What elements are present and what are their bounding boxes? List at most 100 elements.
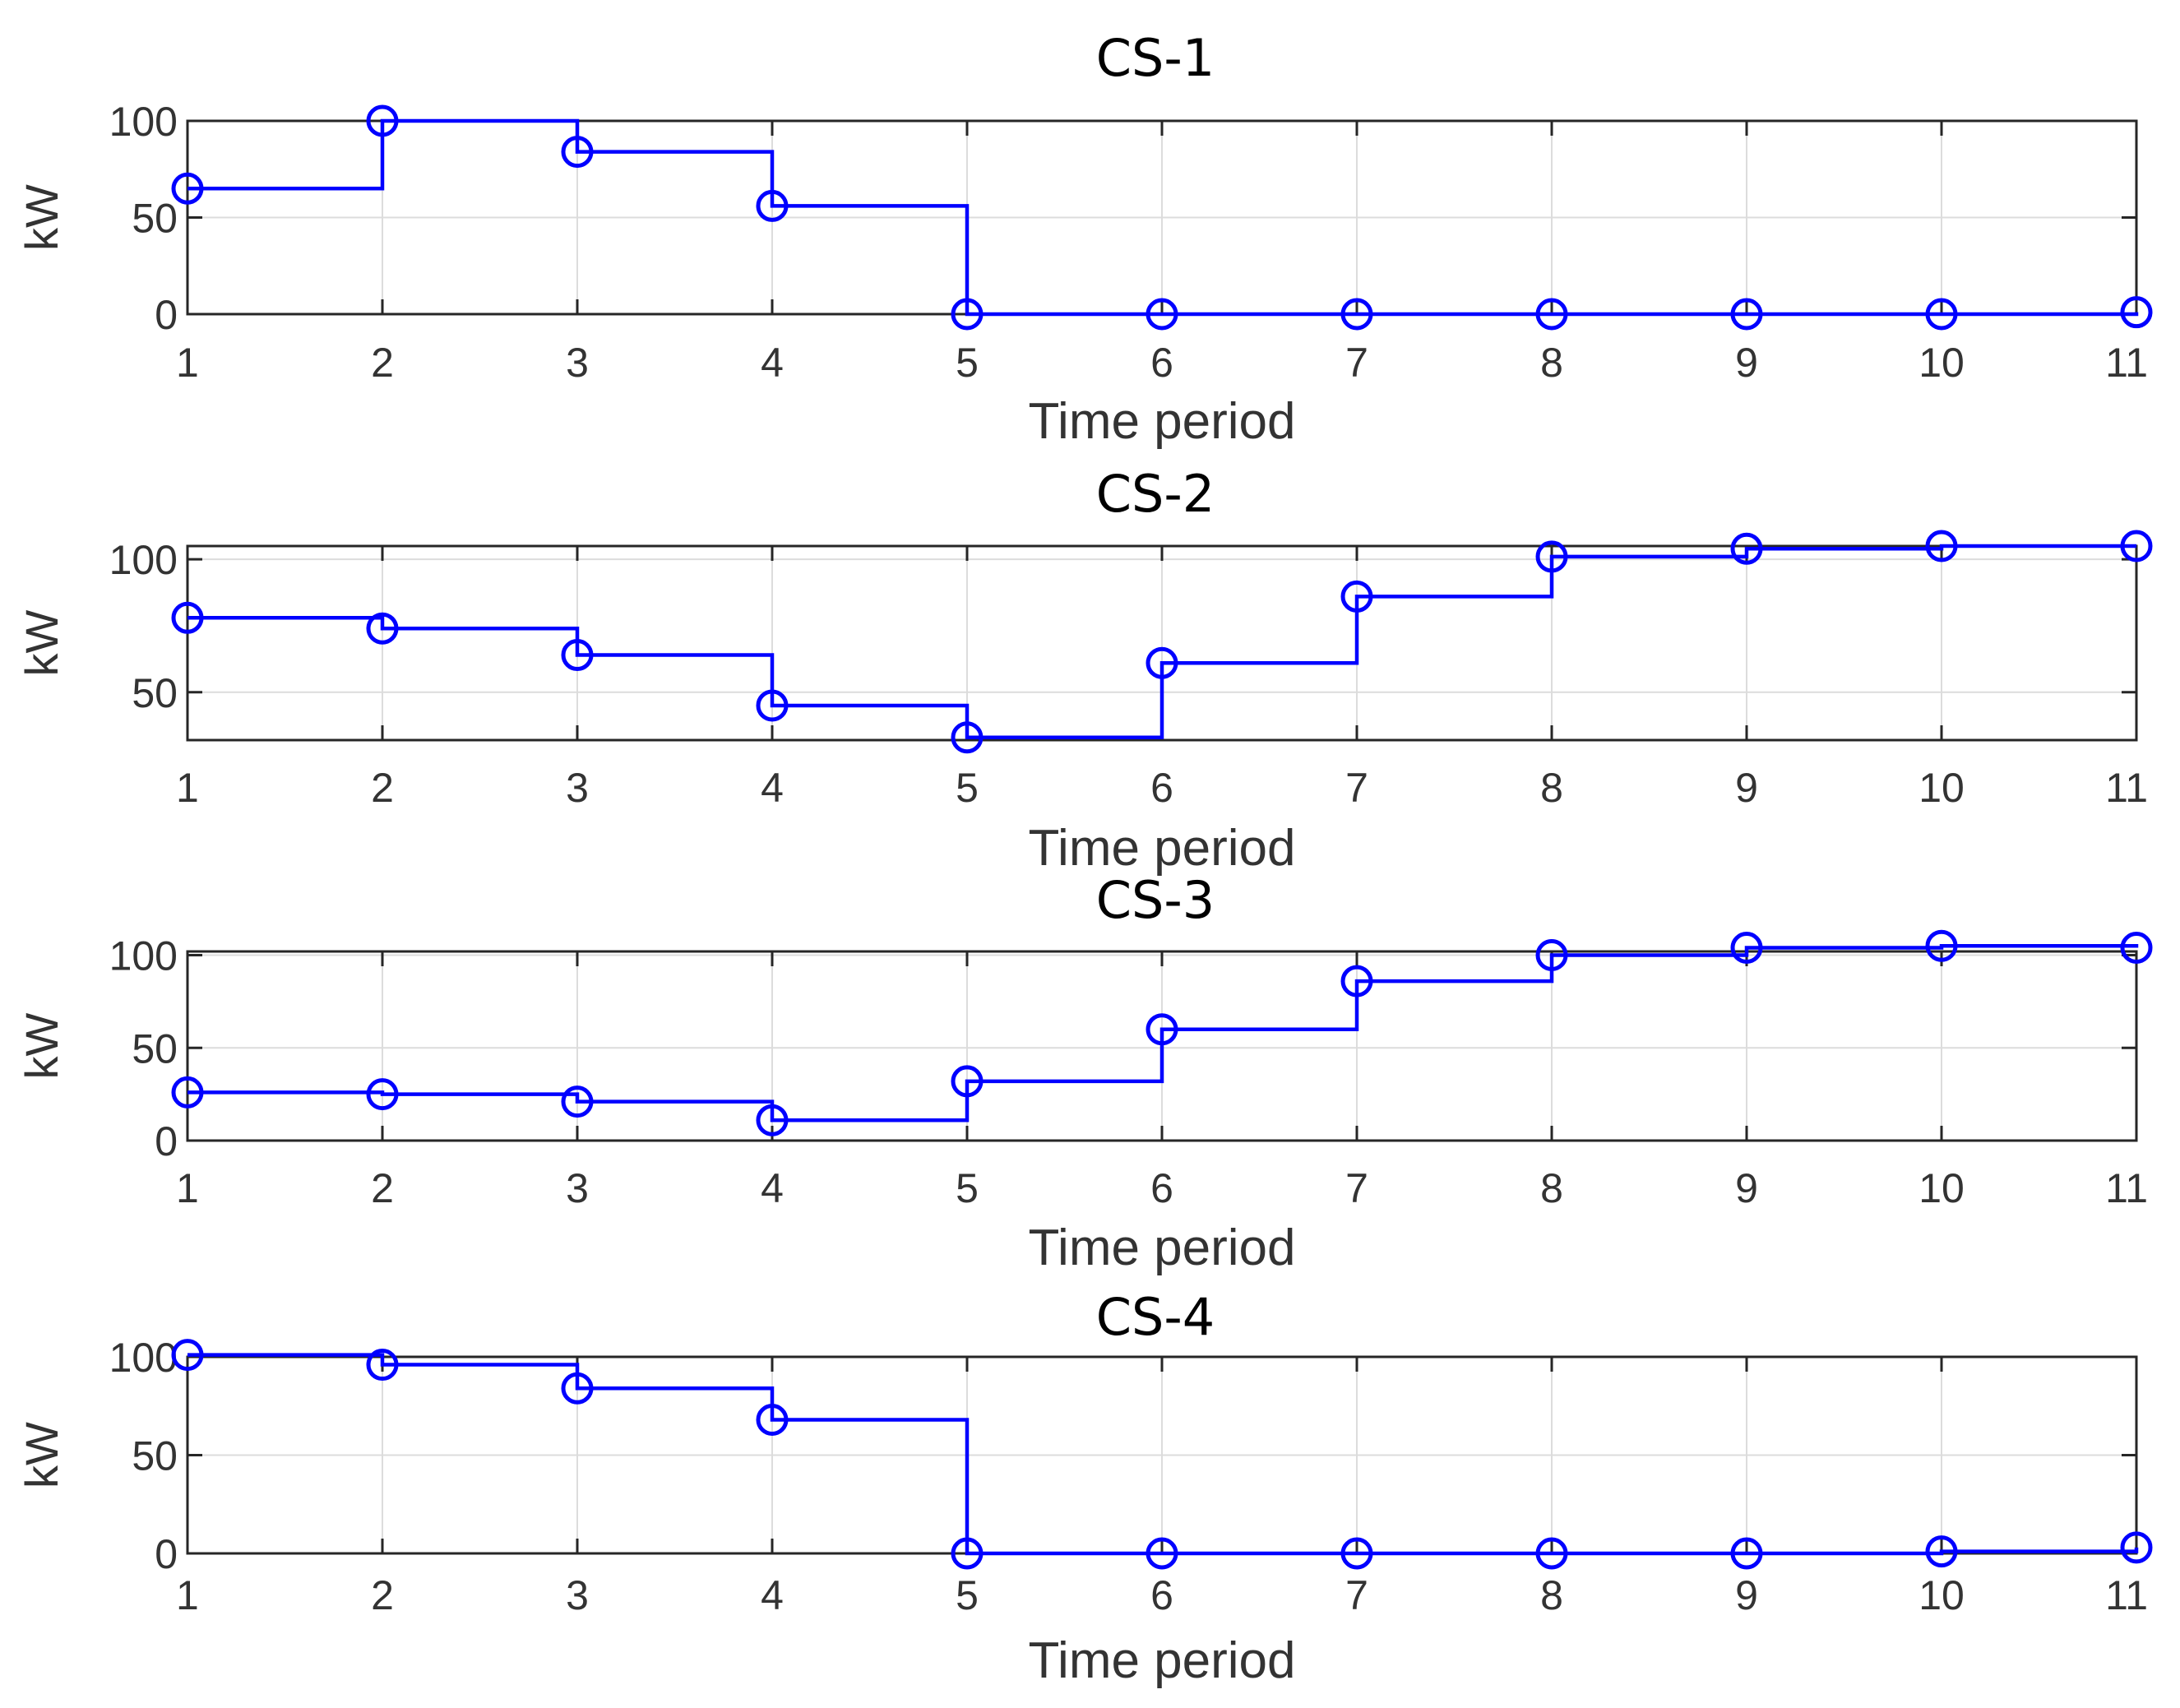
x-tick-label: 9 <box>1735 1572 1758 1618</box>
data-point-marker <box>366 1078 399 1111</box>
x-tick-label: 11 <box>2105 1165 2148 1211</box>
data-point-marker <box>2120 296 2153 329</box>
x-axis-label: Time period <box>1028 1220 1295 1276</box>
x-tick-label: 7 <box>1345 765 1368 811</box>
x-tick-label: 10 <box>1918 765 1965 811</box>
x-tick-label: 10 <box>1918 1572 1965 1618</box>
x-tick-label: 1 <box>176 340 199 386</box>
data-point-marker <box>1925 530 1958 562</box>
subplot-1: 1 2 3 4 5 6 7 8 9 10 11 0 50 100 CS-1 Time period kW <box>16 28 2153 450</box>
data-point-marker <box>2120 530 2153 562</box>
x-tick-label: 1 <box>176 1572 199 1618</box>
data-point-marker <box>1535 939 1568 972</box>
data-point-marker <box>1730 931 1763 964</box>
chart-title: CS-1 <box>1096 28 1215 88</box>
x-axis-label: Time period <box>1028 820 1295 877</box>
data-point-marker <box>1730 1537 1763 1570</box>
data-point-marker <box>171 601 204 634</box>
x-tick-label: 5 <box>956 765 979 811</box>
x-axis-label: Time period <box>1028 1632 1295 1689</box>
data-point-marker <box>951 298 984 331</box>
x-tick-label: 6 <box>1150 765 1173 811</box>
subplot-2: 1 2 3 4 5 6 7 8 9 10 11 50 100 CS-2 Time period kW <box>16 464 2153 877</box>
x-tick-label: 5 <box>956 1572 979 1618</box>
y-tick-label: 50 <box>132 196 178 242</box>
x-tick-label: 5 <box>956 1165 979 1211</box>
x-tick-label: 3 <box>566 340 589 386</box>
data-point-marker <box>1925 929 1958 962</box>
data-point-marker <box>1340 965 1373 997</box>
data-point-marker <box>171 1076 204 1109</box>
data-point-marker <box>1925 298 1958 331</box>
x-tick-label: 11 <box>2105 765 2148 811</box>
data-point-marker <box>561 136 594 169</box>
series-line <box>187 943 2139 1122</box>
x-tick-label: 4 <box>761 1165 784 1211</box>
x-tick-label: 1 <box>176 765 199 811</box>
x-tick-label: 2 <box>371 1165 394 1211</box>
y-axis-label: kW <box>16 1012 67 1079</box>
series-line <box>187 118 2139 317</box>
y-axis-label: kW <box>16 1422 67 1488</box>
x-tick-label: 8 <box>1540 765 1563 811</box>
x-tick-label: 2 <box>371 765 394 811</box>
x-tick-label: 7 <box>1345 1572 1368 1618</box>
data-point-marker <box>561 1085 594 1118</box>
data-point-marker <box>756 1104 789 1136</box>
data-point-marker <box>1340 580 1373 613</box>
x-tick-label: 2 <box>371 1572 394 1618</box>
y-tick-label: 50 <box>132 1025 178 1072</box>
x-tick-label: 8 <box>1540 340 1563 386</box>
x-tick-label: 4 <box>761 765 784 811</box>
y-axis-label: kW <box>16 184 67 251</box>
x-tick-label: 7 <box>1345 340 1368 386</box>
y-axis-label: kW <box>16 609 67 676</box>
x-tick-label: 8 <box>1540 1165 1563 1211</box>
y-tick-label: 0 <box>155 1531 178 1577</box>
chart-title: CS-3 <box>1096 870 1215 930</box>
y-tick-label: 100 <box>109 537 178 583</box>
x-tick-label: 10 <box>1918 1165 1965 1211</box>
data-point-marker <box>1146 1537 1178 1570</box>
data-point-marker <box>756 1403 789 1436</box>
x-tick-label: 3 <box>566 1165 589 1211</box>
data-point-marker <box>1925 1535 1958 1568</box>
x-tick-label: 5 <box>956 340 979 386</box>
x-tick-label: 2 <box>371 340 394 386</box>
x-tick-label: 11 <box>2105 340 2148 386</box>
data-point-marker <box>1146 1013 1178 1046</box>
data-point-marker <box>1535 540 1568 573</box>
x-tick-label: 9 <box>1735 765 1758 811</box>
x-tick-label: 11 <box>2105 1572 2148 1618</box>
chart-title: CS-4 <box>1096 1287 1215 1347</box>
data-point-marker <box>366 1349 399 1382</box>
x-tick-label: 4 <box>761 1572 784 1618</box>
x-tick-label: 3 <box>566 765 589 811</box>
data-point-marker <box>2120 931 2153 964</box>
y-tick-label: 50 <box>132 670 178 716</box>
data-point-marker <box>366 612 399 645</box>
data-point-marker <box>1535 1537 1568 1570</box>
x-tick-label: 6 <box>1150 340 1173 386</box>
x-tick-label: 4 <box>761 340 784 386</box>
y-tick-label: 0 <box>155 292 178 338</box>
x-tick-label: 7 <box>1345 1165 1368 1211</box>
x-tick-label: 3 <box>566 1572 589 1618</box>
data-point-marker <box>1340 1537 1373 1570</box>
data-point-marker <box>1730 532 1763 565</box>
y-tick-label: 50 <box>132 1433 178 1479</box>
x-tick-label: 9 <box>1735 1165 1758 1211</box>
x-tick-label: 6 <box>1150 1572 1173 1618</box>
data-point-marker <box>1535 298 1568 331</box>
x-tick-label: 8 <box>1540 1572 1563 1618</box>
data-point-marker <box>2120 1531 2153 1564</box>
x-axis-label: Time period <box>1028 393 1295 450</box>
x-tick-label: 1 <box>176 1165 199 1211</box>
series-line <box>187 544 2136 740</box>
data-point-marker <box>171 1339 204 1372</box>
x-tick-label: 10 <box>1918 340 1965 386</box>
y-tick-label: 0 <box>155 1118 178 1164</box>
data-point-marker <box>756 689 789 722</box>
data-point-marker <box>171 172 204 205</box>
